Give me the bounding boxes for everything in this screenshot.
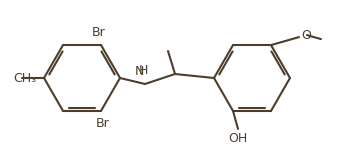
Text: CH₃: CH₃ bbox=[13, 71, 36, 85]
Text: O: O bbox=[301, 29, 311, 42]
Text: N: N bbox=[134, 65, 144, 78]
Text: OH: OH bbox=[228, 132, 247, 145]
Text: Br: Br bbox=[96, 117, 110, 130]
Text: H: H bbox=[138, 64, 148, 77]
Text: Br: Br bbox=[92, 26, 106, 39]
